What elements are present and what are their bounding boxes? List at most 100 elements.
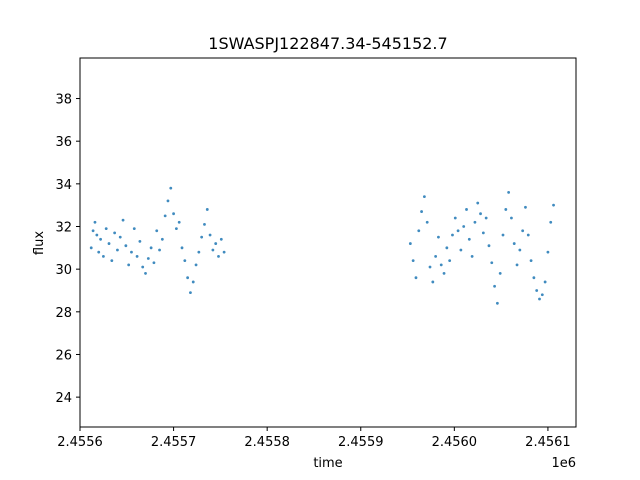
data-point [158, 248, 161, 252]
data-point [155, 229, 159, 233]
data-point [420, 210, 423, 213]
data-point [437, 235, 440, 239]
data-point [465, 208, 468, 211]
data-point [417, 229, 421, 233]
data-point [127, 263, 131, 267]
data-point [144, 272, 147, 275]
data-point [217, 254, 220, 258]
data-point [91, 229, 95, 233]
data-point [529, 259, 533, 263]
data-point [487, 244, 491, 248]
data-point [445, 246, 449, 250]
data-point [203, 222, 206, 226]
x-axis-offset-label: 1e6 [551, 456, 576, 471]
data-point [459, 248, 463, 252]
data-points [89, 186, 555, 305]
data-point [493, 284, 496, 288]
data-point [191, 280, 195, 284]
data-point [99, 237, 102, 241]
x-axis-label: time [313, 456, 342, 471]
data-point [515, 263, 519, 267]
data-point [141, 265, 145, 269]
data-point [507, 190, 511, 194]
data-point [130, 250, 133, 254]
data-point [484, 216, 488, 220]
y-tick-label: 30 [55, 263, 72, 278]
x-tick-label: 2.4561 [525, 435, 571, 450]
y-tick-label: 34 [55, 178, 72, 193]
data-point [219, 237, 223, 241]
data-point [524, 205, 527, 209]
data-point [149, 246, 153, 250]
data-point [121, 218, 125, 222]
data-point [552, 203, 555, 207]
data-point [543, 280, 547, 284]
data-point [549, 220, 553, 224]
x-tick-label: 2.4559 [338, 435, 384, 450]
data-point [183, 259, 187, 263]
plot-frame [79, 57, 577, 428]
x-tick-label: 2.4556 [57, 435, 103, 450]
data-point [510, 216, 513, 220]
data-point [431, 280, 435, 284]
data-point [535, 289, 539, 292]
data-point [425, 220, 429, 224]
y-tick-label: 32 [55, 221, 72, 236]
data-point [504, 208, 508, 211]
data-point [118, 235, 122, 239]
data-point [177, 220, 181, 224]
data-point [180, 246, 184, 250]
data-point [408, 242, 412, 245]
data-point [163, 214, 167, 218]
data-point [208, 233, 212, 237]
data-point [116, 248, 119, 252]
data-point [89, 246, 93, 250]
data-point [481, 231, 485, 235]
data-point [211, 248, 215, 252]
data-point [476, 201, 480, 205]
data-point [110, 259, 114, 263]
data-point [498, 272, 502, 275]
data-point [422, 195, 426, 199]
data-point [448, 259, 452, 263]
data-point [490, 261, 494, 265]
data-point [172, 212, 175, 216]
data-point [102, 254, 105, 258]
data-point [467, 237, 471, 241]
data-point [521, 229, 525, 233]
data-point [442, 272, 446, 275]
data-point [439, 263, 443, 267]
y-tick-label: 38 [55, 93, 72, 108]
data-point [97, 250, 101, 254]
chart-title: 1SWASPJ122847.34-545152.7 [208, 34, 447, 53]
data-point [462, 225, 466, 228]
y-tick-label: 28 [55, 306, 72, 321]
data-point [532, 276, 536, 280]
data-point [132, 227, 136, 231]
data-point [200, 235, 204, 239]
data-point [104, 227, 108, 231]
data-point [152, 261, 156, 265]
data-point [138, 240, 142, 243]
data-point [456, 229, 460, 233]
data-point [205, 208, 209, 211]
data-point [93, 220, 97, 224]
y-axis-ticks: 24 26 28 30 32 34 36 38 [55, 93, 80, 406]
data-point [495, 301, 499, 305]
data-point [124, 244, 128, 248]
data-point [160, 237, 164, 241]
data-point [518, 248, 522, 252]
data-point [411, 259, 415, 263]
data-point [95, 233, 99, 237]
data-point [538, 297, 541, 301]
data-point [451, 233, 454, 237]
data-point [214, 242, 218, 245]
data-point [174, 227, 178, 231]
data-point [414, 276, 418, 280]
data-point [479, 212, 482, 216]
data-point [428, 265, 432, 269]
data-point [434, 254, 438, 258]
data-point [186, 276, 190, 280]
data-point [540, 293, 544, 297]
y-tick-label: 36 [55, 135, 72, 150]
